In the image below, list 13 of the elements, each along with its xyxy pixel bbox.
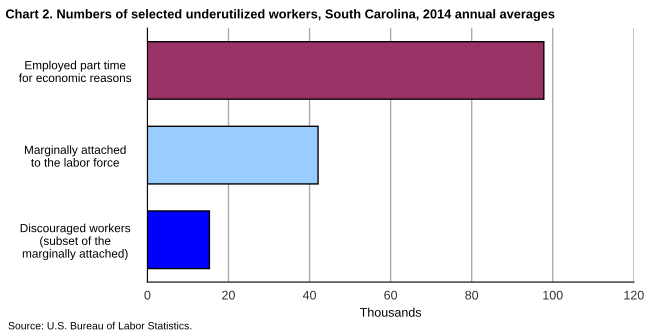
y-tick-label: Marginally attached to the labor force <box>24 145 126 167</box>
x-tick-label: 100 <box>543 290 563 300</box>
x-tick-label: 20 <box>222 290 235 300</box>
x-tick-label: 60 <box>384 290 398 300</box>
y-tick-label: Discouraged workers (subset of the marginally attached) <box>20 224 130 260</box>
x-tick-label: 80 <box>465 290 478 300</box>
y-tick-label: Employed part time for economic reasons <box>18 60 132 82</box>
chart-title: Chart 2. Numbers of selected underutilized workers, South Carolina, 2014 annual averages <box>6 9 554 22</box>
x-tick-label: 0 <box>144 290 150 300</box>
x-axis-title: Thousands <box>360 308 422 317</box>
source-note: Source: U.S. Bureau of Labor Statistics. <box>8 322 192 330</box>
x-tick-label: 120 <box>624 290 644 300</box>
x-tick-label: 40 <box>302 290 316 300</box>
